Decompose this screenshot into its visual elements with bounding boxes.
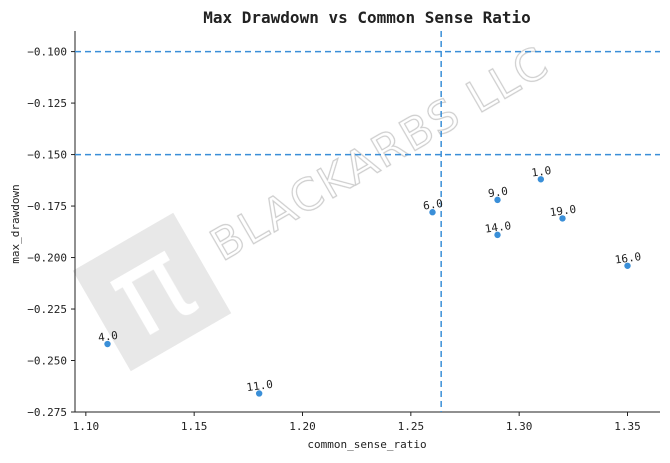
data-point-label: 1.0 <box>531 164 552 180</box>
y-tick-label: −0.100 <box>27 46 67 59</box>
y-tick-label: −0.275 <box>27 406 67 419</box>
y-tick-label: −0.175 <box>27 200 67 213</box>
x-tick-label: 1.25 <box>398 420 425 433</box>
data-point-label: 4.0 <box>97 329 118 345</box>
data-point-label: 19.0 <box>549 203 577 220</box>
y-tick-label: −0.150 <box>27 149 67 162</box>
y-tick-label: −0.225 <box>27 303 67 316</box>
data-point <box>255 390 263 397</box>
data-point-label: 16.0 <box>614 250 642 267</box>
x-tick-label: 1.30 <box>506 420 533 433</box>
data-point-label: 9.0 <box>487 185 508 201</box>
data-point-label: 14.0 <box>484 219 512 236</box>
chart-title: Max Drawdown vs Common Sense Ratio <box>203 8 531 27</box>
data-point-label: 6.0 <box>422 197 443 213</box>
data-point <box>494 196 501 204</box>
data-point <box>104 340 111 348</box>
data-point <box>429 209 436 216</box>
data-point <box>624 262 631 269</box>
data-point <box>537 176 545 183</box>
axes: 1.10 1.15 1.20 1.25 1.30 1.35 −0.100 −0.125 −0.1… <box>27 31 660 433</box>
data-point-label: 11.0 <box>246 378 274 395</box>
x-tick-label: 1.20 <box>289 420 316 433</box>
y-axis-label: max_drawdown <box>9 184 22 263</box>
x-tick-label: 1.15 <box>181 420 208 433</box>
reference-lines <box>75 31 660 412</box>
watermark-logo-box <box>72 212 232 372</box>
y-tick-label: −0.200 <box>27 252 67 265</box>
x-tick-label: 1.10 <box>73 420 100 433</box>
data-points: 4.0 11.0 6.0 9.0 14.0 1.0 19.0 16.0 <box>97 164 642 397</box>
y-tick-label: −0.125 <box>27 97 67 110</box>
watermark: π BLACKARBS LLC <box>72 36 559 372</box>
data-point <box>559 215 566 222</box>
data-point <box>494 231 501 239</box>
x-axis-label: common_sense_ratio <box>307 438 426 451</box>
y-tick-label: −0.250 <box>27 355 67 368</box>
x-tick-label: 1.35 <box>614 420 641 433</box>
